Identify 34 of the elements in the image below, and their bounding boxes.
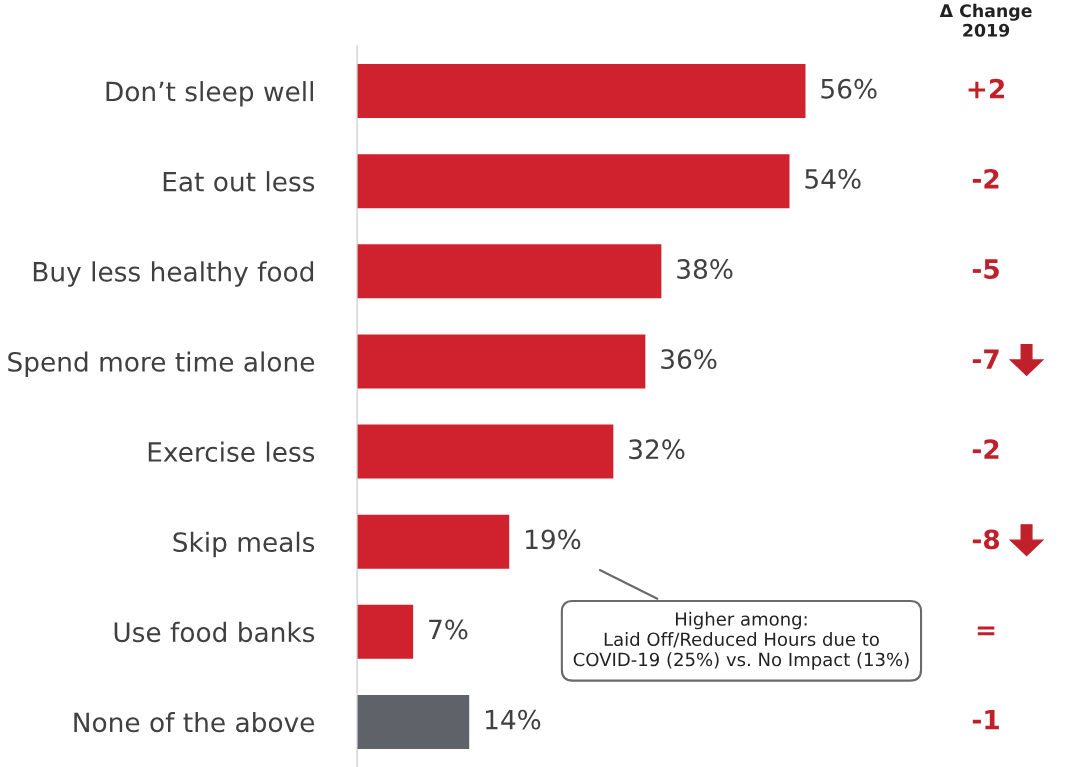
data-label: 32% (629, 439, 685, 460)
text: -5 (972, 259, 999, 279)
bar (357, 244, 662, 299)
bar (357, 64, 806, 119)
y-tick-label: Exercise less (148, 441, 315, 462)
text: -1 (972, 709, 999, 730)
data-label: 7% (429, 619, 468, 640)
text: = (977, 626, 995, 636)
text: -2 (972, 439, 999, 459)
y-tick-label: Skip meals (173, 531, 315, 558)
bar (357, 334, 646, 389)
data-label: 36% (661, 349, 717, 370)
data-label: 38% (677, 259, 733, 279)
y-tick-label: Buy less healthy food (33, 261, 314, 287)
y-tick-label: None of the above (74, 711, 315, 733)
text: Δ Change 2019 (939, 3, 1032, 37)
annotation: Higher among: Laid Off/Reduced Hours due to COVID-19 (25%) vs. No Impact (13%) (573, 611, 909, 670)
y-tick-label: Spend more time alone (8, 351, 315, 377)
text: -2 (972, 168, 999, 189)
bar (357, 604, 414, 659)
data-label: 54% (805, 168, 861, 189)
text: -8 (972, 529, 1000, 550)
data-label: 19% (526, 529, 581, 550)
bar (357, 694, 470, 749)
y-tick-label: Use food banks (114, 621, 315, 643)
bar (357, 514, 510, 569)
bar (357, 424, 614, 479)
text: -7 (972, 349, 999, 369)
y-tick-label: Eat out less (163, 171, 315, 192)
bar (357, 154, 790, 209)
text: +2 (968, 78, 1004, 99)
y-tick-label: Don’t sleep well (106, 81, 313, 107)
data-label: 56% (821, 78, 877, 99)
data-label: 14% (486, 709, 541, 730)
